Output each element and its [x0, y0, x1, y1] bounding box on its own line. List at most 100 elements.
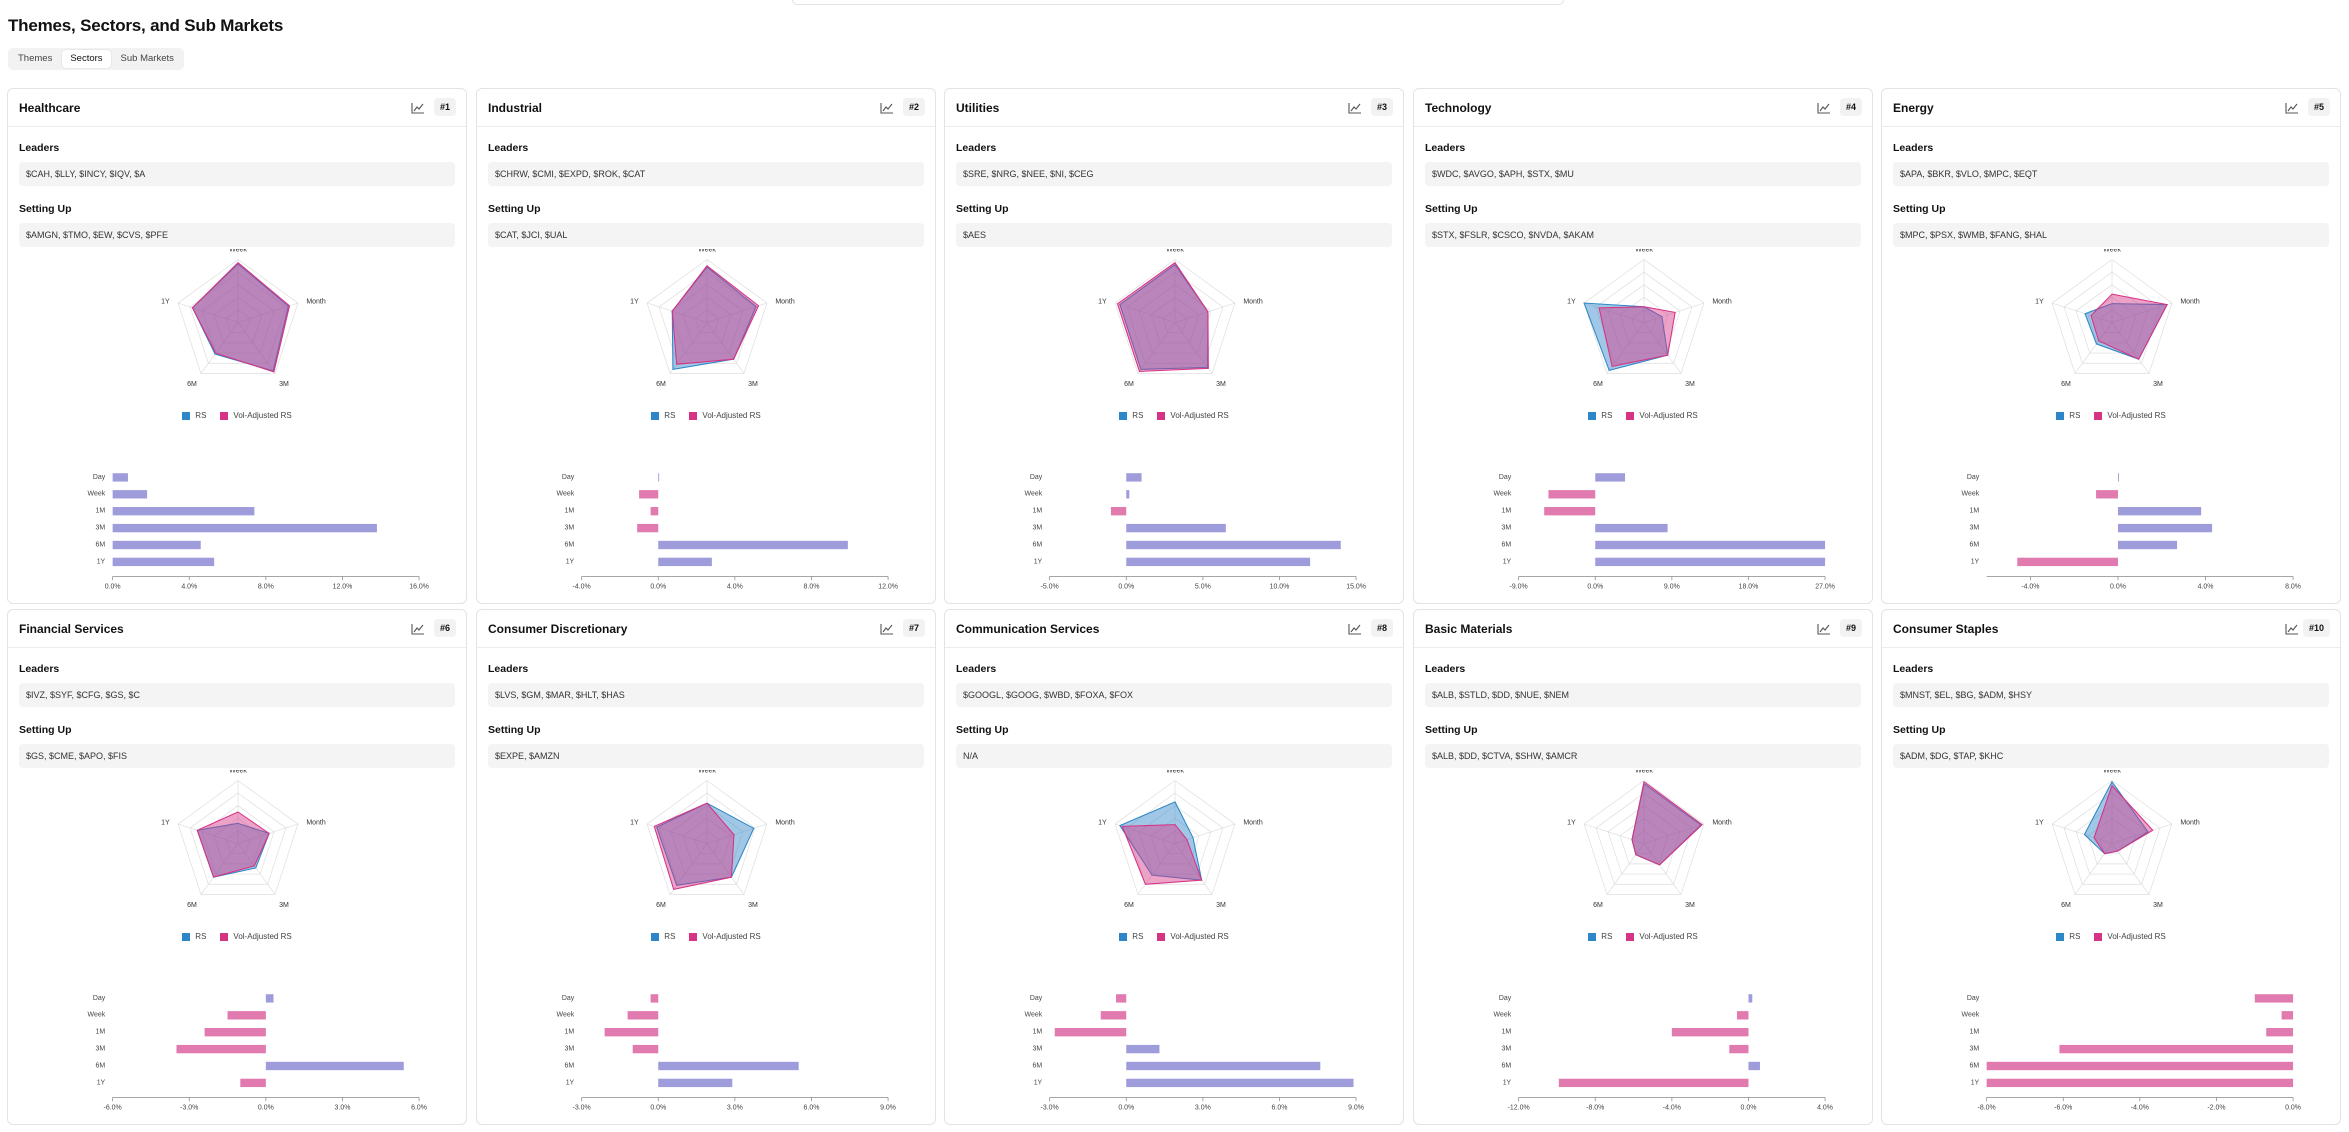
bar-x-tick-label: 0.0% — [1741, 1105, 1757, 1112]
setting-up-label: Setting Up — [1893, 203, 1946, 215]
line-chart-icon[interactable] — [879, 621, 895, 637]
legend-item-vol-adjusted-rs[interactable]: Vol-Adjusted RS — [1157, 411, 1229, 420]
setting-up-label: Setting Up — [956, 724, 1009, 736]
legend-item-rs[interactable]: RS — [1119, 932, 1143, 941]
line-chart-icon[interactable] — [2284, 100, 2300, 116]
radar-chart: Week Month 3M 6M 1Y — [1098, 249, 1263, 388]
chart-button[interactable] — [410, 621, 426, 637]
line-chart-icon[interactable] — [879, 100, 895, 116]
bar-period-label: 1Y — [1971, 558, 1980, 565]
bar-period-label: 1M — [1970, 508, 1980, 515]
bar-period-label: Day — [1499, 995, 1512, 1002]
radar-series-vol-adjusted-rs — [1598, 306, 1676, 367]
legend-item-vol-adjusted-rs[interactable]: Vol-Adjusted RS — [689, 411, 761, 420]
legend-item-vol-adjusted-rs[interactable]: Vol-Adjusted RS — [2094, 411, 2166, 420]
legend-swatch-vol-adjusted-rs — [1157, 411, 1166, 420]
legend-item-vol-adjusted-rs[interactable]: Vol-Adjusted RS — [220, 411, 292, 420]
bar-period-label: 3M — [565, 1045, 575, 1052]
bar-period-label: 1M — [1502, 1029, 1512, 1036]
legend-item-vol-adjusted-rs[interactable]: Vol-Adjusted RS — [689, 932, 761, 941]
legend-item-vol-adjusted-rs[interactable]: Vol-Adjusted RS — [1157, 932, 1229, 941]
legend-label-rs: RS — [1132, 411, 1144, 420]
chart-button[interactable] — [410, 100, 426, 116]
leaders-tickers: $ALB, $STLD, $DD, $NUE, $NEM — [1425, 683, 1861, 707]
legend-item-vol-adjusted-rs[interactable]: Vol-Adjusted RS — [1626, 932, 1698, 941]
legend-item-rs[interactable]: RS — [2056, 411, 2080, 420]
radar-grid-ring — [2087, 296, 2137, 344]
legend-label-rs: RS — [2069, 411, 2081, 420]
legend-item-rs[interactable]: RS — [1588, 411, 1612, 420]
legend-swatch-vol-adjusted-rs — [1626, 932, 1635, 941]
chart-button[interactable] — [1816, 100, 1832, 116]
legend-item-rs[interactable]: RS — [651, 932, 675, 941]
legend-item-rs[interactable]: RS — [1588, 932, 1612, 941]
radar-spoke — [669, 843, 708, 895]
legend-item-rs[interactable]: RS — [182, 411, 206, 420]
line-chart-icon[interactable] — [2284, 621, 2300, 637]
chart-button[interactable] — [1347, 621, 1363, 637]
radar-axis-label: Week — [229, 249, 247, 254]
bar-period-label: 1M — [565, 1029, 575, 1036]
bar-6m — [265, 1061, 404, 1071]
bar-period-label: Day — [1030, 474, 1043, 481]
legend-item-rs[interactable]: RS — [2056, 932, 2080, 941]
bar-x-tick-label: 5.0% — [1195, 584, 1211, 591]
radar-grid-ring — [1595, 792, 1693, 885]
radar-series-vol-adjusted-rs — [2093, 784, 2154, 855]
line-chart-icon[interactable] — [410, 100, 426, 116]
legend-item-vol-adjusted-rs[interactable]: Vol-Adjusted RS — [1626, 411, 1698, 420]
radar-grid-ring — [1583, 780, 1705, 895]
setting-up-label: Setting Up — [1425, 203, 1478, 215]
tab-sectors[interactable]: Sectors — [62, 50, 111, 68]
legend-swatch-rs — [1119, 932, 1128, 941]
sector-card-technology: Technology #4 Leaders $WDC, $AVGO, $APH, $S… — [1413, 88, 1873, 604]
bar-x-tick-label: 9.0% — [880, 1105, 896, 1112]
line-chart-icon[interactable] — [1347, 621, 1363, 637]
sector-card-consumer-staples: Consumer Staples #10 Leaders $MNST, $EL, $B… — [1881, 609, 2341, 1125]
legend-item-rs[interactable]: RS — [1119, 411, 1143, 420]
line-chart-icon[interactable] — [1816, 621, 1832, 637]
line-chart-icon[interactable] — [1816, 100, 1832, 116]
setting-up-label: Setting Up — [19, 203, 72, 215]
legend-item-vol-adjusted-rs[interactable]: Vol-Adjusted RS — [220, 932, 292, 941]
legend-item-rs[interactable]: RS — [182, 932, 206, 941]
bar-6m — [1126, 1061, 1321, 1071]
bar-period-label: Day — [93, 474, 106, 481]
radar-axis-label: Month — [306, 298, 326, 305]
radar-grid-ring — [2051, 780, 2173, 895]
returns-bar-chart: Day Week 1M 3M 6M 1Y -4.0% 0.0% 4.0% 8.0% 12.0% — [557, 473, 898, 591]
bar-x-tick-label: -5.0% — [1041, 584, 1059, 591]
line-chart-icon[interactable] — [1347, 100, 1363, 116]
line-chart-icon[interactable] — [410, 621, 426, 637]
sector-card-communication-services: Communication Services #8 Leaders $GOOGL, $… — [944, 609, 1404, 1125]
tab-themes[interactable]: Themes — [18, 53, 53, 64]
radar-spoke — [2051, 302, 2113, 323]
chart-button[interactable] — [2284, 621, 2300, 637]
bar-x-tick-label: 0.0% — [1118, 584, 1134, 591]
card-title: Industrial — [488, 101, 543, 115]
radar-grid-ring — [1583, 259, 1705, 374]
radar-axis-label: Week — [1166, 770, 1184, 775]
bar-1y — [1126, 1078, 1354, 1088]
radar-chart: Week Month 3M 6M 1Y — [630, 770, 795, 909]
bar-x-tick-label: 8.0% — [804, 584, 820, 591]
chart-button[interactable] — [2284, 100, 2300, 116]
legend-item-rs[interactable]: RS — [651, 411, 675, 420]
legend-swatch-rs — [1119, 411, 1128, 420]
radar-grid-ring — [670, 284, 744, 354]
chart-button[interactable] — [879, 621, 895, 637]
legend-label-rs: RS — [664, 411, 676, 420]
chart-button[interactable] — [1347, 100, 1363, 116]
chart-button[interactable] — [879, 100, 895, 116]
bar-period-label: 3M — [1970, 524, 1980, 531]
tab-sub-markets[interactable]: Sub Markets — [120, 53, 174, 64]
bar-week — [1736, 1011, 1749, 1020]
card-title: Consumer Staples — [1893, 622, 1999, 636]
chart-button[interactable] — [1816, 621, 1832, 637]
bar-1y — [2017, 557, 2118, 567]
radar-grid-ring — [213, 817, 263, 865]
radar-spoke — [1114, 302, 1176, 323]
bar-x-tick-label: -8.0% — [1978, 1105, 1996, 1112]
legend-item-vol-adjusted-rs[interactable]: Vol-Adjusted RS — [2094, 932, 2166, 941]
top-search-bar[interactable] — [792, 0, 1564, 5]
